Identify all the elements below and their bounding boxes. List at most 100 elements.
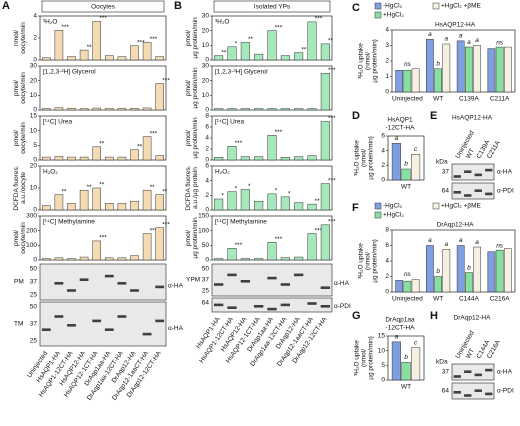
- marker-kda: 50: [202, 266, 210, 273]
- blot: [39, 301, 167, 347]
- bar: [105, 108, 114, 111]
- y-axis-label: (nmol/: [361, 149, 368, 167]
- group-label: ns: [496, 39, 504, 46]
- blot-band: [485, 168, 493, 172]
- y-tick-label: 2: [205, 192, 209, 199]
- y-tick-label: 2: [33, 35, 37, 42]
- y-tick-label: 0: [33, 107, 37, 114]
- significance: *: [235, 185, 238, 192]
- plot-frame: [39, 215, 167, 261]
- y-tick-label: 0: [205, 257, 209, 264]
- bar: [42, 205, 51, 211]
- significance: **: [137, 143, 143, 150]
- y-axis-label: a.u./µg protein: [192, 167, 199, 209]
- bar: [54, 107, 64, 111]
- letter-label: a: [445, 241, 449, 248]
- bar: [227, 46, 237, 61]
- title-box: [213, 0, 331, 13]
- blot-name: YPM: [186, 277, 200, 284]
- bar: [403, 280, 412, 293]
- panel-letter: H: [430, 310, 438, 322]
- bar: [214, 258, 224, 261]
- antibody-label: α-HA: [334, 280, 350, 287]
- bar: [320, 121, 330, 161]
- y-axis-label: pmol/: [185, 80, 192, 96]
- y-tick-label: 100: [198, 227, 209, 234]
- y-axis-label: oocyte/min: [20, 72, 27, 104]
- bar: [320, 43, 330, 61]
- bar: [411, 347, 421, 381]
- bar: [411, 68, 420, 93]
- letter-label: a: [459, 237, 463, 244]
- bar: [280, 157, 290, 161]
- bar: [117, 56, 127, 61]
- bar: [42, 156, 51, 161]
- y-axis-label: oocyte/min: [20, 22, 27, 54]
- bar: [442, 43, 451, 93]
- bar: [442, 249, 451, 293]
- blot-band: [474, 373, 482, 377]
- blot-band: [485, 392, 493, 396]
- significance: ***: [235, 140, 243, 147]
- y-tick-label: 50: [202, 242, 210, 249]
- bar: [320, 73, 330, 111]
- blot-band: [117, 315, 127, 318]
- bar: [465, 46, 473, 93]
- bar: [105, 156, 114, 161]
- legend-label: -HgCl₂: [383, 203, 403, 210]
- panel-letter: B: [174, 0, 182, 12]
- bar: [294, 52, 304, 61]
- y-axis-label: pmol/: [185, 230, 192, 246]
- panel-letter: C: [352, 2, 360, 14]
- blot: [451, 363, 495, 381]
- blot-band: [67, 289, 76, 292]
- significance: ***: [275, 129, 283, 136]
- bar: [240, 189, 250, 211]
- bar: [267, 108, 277, 111]
- bar: [280, 257, 290, 261]
- bar: [240, 156, 250, 161]
- blot-band: [67, 324, 76, 327]
- bar: [307, 203, 317, 211]
- marker-kda: 25: [30, 292, 38, 299]
- y-axis-label: DCFDA fluores.: [13, 165, 20, 210]
- y-tick-label: 2: [381, 162, 385, 169]
- bar: [105, 257, 114, 261]
- y-tick-label: 8: [385, 227, 389, 234]
- y-axis-label: pmol/: [13, 230, 20, 246]
- blot-band: [453, 375, 461, 378]
- marker-kda: 50: [30, 266, 38, 273]
- bar: [54, 156, 64, 161]
- bar: [473, 45, 481, 93]
- bar: [142, 107, 152, 111]
- blot-band: [142, 332, 152, 336]
- panel-title: Oocytes: [91, 4, 116, 11]
- bar: [294, 202, 304, 211]
- y-axis-label: oocyte/min: [20, 122, 27, 154]
- y-tick-label: 20: [202, 27, 210, 34]
- y-tick-label: 10: [378, 347, 386, 354]
- letter-label: c: [414, 146, 418, 153]
- letter-label: a: [428, 237, 432, 244]
- blot-band: [320, 305, 330, 308]
- panel-letter: G: [352, 310, 361, 322]
- bar: [503, 248, 512, 293]
- significance: ***: [315, 16, 323, 23]
- significance: ***: [328, 177, 336, 184]
- bar: [456, 245, 465, 293]
- bar: [411, 279, 420, 293]
- significance: **: [87, 44, 93, 51]
- significance: ***: [99, 235, 107, 242]
- significance: **: [87, 184, 93, 191]
- bar: [487, 48, 496, 93]
- category-label: WT: [433, 296, 443, 303]
- bar: [487, 251, 496, 293]
- letter-label: c: [414, 339, 418, 346]
- y-axis-label: pmol/: [185, 130, 192, 146]
- antibody-label: α-PDI: [497, 188, 514, 195]
- significance: ***: [315, 227, 323, 234]
- bar: [54, 257, 64, 261]
- legend-swatch: [374, 211, 382, 219]
- bar: [307, 155, 317, 161]
- significance: **: [61, 188, 67, 195]
